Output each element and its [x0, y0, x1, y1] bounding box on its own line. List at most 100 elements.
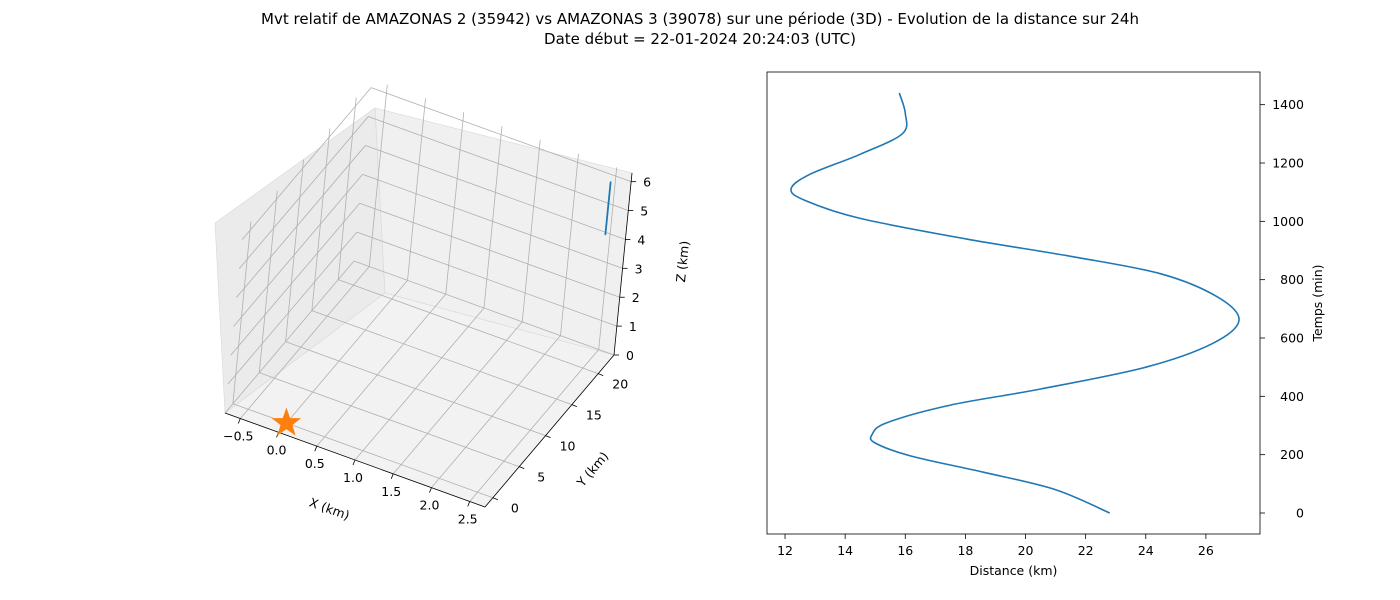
x-ticks: 12 14 16 18 20 22 24 26 [777, 534, 1214, 558]
x-tick-mark [429, 487, 432, 493]
z-gridline [241, 87, 372, 240]
x-gridline [469, 349, 600, 502]
x-tick-label: 2.0 [420, 498, 440, 513]
x-gridline [278, 280, 408, 433]
x-tick-mark [352, 459, 356, 466]
y-tick-label: 10 [560, 439, 576, 454]
x-tick-label: 1.5 [381, 484, 401, 499]
x-gridline [316, 293, 447, 447]
y-tick-label: 20 [612, 377, 628, 392]
x-tick-label: 12 [777, 543, 793, 558]
x-tick-mark [237, 418, 241, 424]
z-gridline [362, 173, 623, 269]
x-tick-label: 22 [1078, 543, 1094, 558]
y-tick-mark [545, 435, 551, 439]
z-tick-label: 0 [626, 348, 634, 363]
distance-curve [790, 92, 1240, 514]
x-tick-label: 18 [957, 543, 973, 558]
x-tick-label: 2.5 [458, 511, 478, 526]
z-gridline [230, 202, 361, 356]
z-gridline [359, 202, 620, 298]
y-tick-label: 1400 [1272, 97, 1304, 112]
z-gridline [236, 145, 366, 298]
y-tick-mark [598, 373, 604, 376]
x-tick-label: −0.5 [223, 429, 253, 444]
y-axis-label: Y (km) [573, 449, 611, 491]
star-marker [271, 407, 302, 436]
x-tick-label: 0.5 [305, 456, 325, 471]
y-tick-label: 200 [1280, 447, 1304, 462]
x-gridline [560, 153, 579, 336]
z-gridline [353, 260, 615, 356]
y-tick-label: 1000 [1272, 214, 1304, 229]
x-tick-mark [314, 446, 318, 452]
x-gridline [392, 321, 523, 475]
z-gridline [224, 260, 355, 414]
y-tick-label: 0 [511, 501, 519, 516]
x-gridline [239, 266, 370, 419]
x-tick-label: 0.0 [267, 442, 287, 457]
x-tick-mark [467, 501, 471, 507]
y-tick-label: 400 [1280, 389, 1304, 404]
z-gridline [371, 87, 632, 183]
z-axis-label: Z (km) [673, 240, 692, 283]
x-tick-label: 1.0 [343, 470, 363, 485]
x-tick-label: 26 [1198, 543, 1214, 558]
y-gridline [232, 221, 252, 404]
z-tick-label: 3 [635, 261, 643, 276]
z-gridline [368, 116, 629, 211]
z-gridline [356, 231, 617, 327]
x-gridline [521, 139, 541, 322]
x-tick-label: 14 [837, 543, 853, 558]
y-tick-label: 1200 [1272, 156, 1304, 171]
x-gridline [445, 112, 465, 295]
figure-title: Mvt relatif de AMAZONAS 2 (35942) vs AMA… [261, 10, 1139, 28]
y-axis-label: Temps (min) [1310, 264, 1325, 342]
y-tick-mark [519, 466, 525, 470]
x-gridline [598, 167, 618, 350]
z-tick-label: 2 [632, 290, 640, 305]
plot-frame [766, 71, 1261, 535]
x-tick-label: 24 [1138, 543, 1154, 558]
y-tick-mark [571, 404, 578, 408]
series-2d [790, 92, 1240, 514]
y-tick-label: 0 [1296, 506, 1304, 521]
z-tick-label: 5 [640, 204, 648, 219]
x-tick-label: 20 [1018, 543, 1034, 558]
y-tick-label: 600 [1280, 331, 1304, 346]
grid-3d [224, 84, 632, 502]
z-gridline [233, 174, 363, 327]
x-gridline [407, 98, 426, 281]
y-gridline [285, 159, 304, 342]
z-gridline [365, 145, 626, 240]
chart-distance-time: 12 14 16 18 20 22 24 26 0 200 400 600 800 1000 1200 14… [766, 71, 1325, 578]
x-ticks: −0.5 0.0 0.5 1.0 1.5 2.0 2.5 [223, 418, 478, 526]
x-axis-label: X (km) [307, 495, 351, 523]
z-tick-label: 6 [643, 175, 651, 190]
y-tick-label: 15 [586, 408, 602, 423]
y-gridline [311, 310, 573, 406]
series-3d [271, 181, 612, 436]
x-gridline [368, 84, 388, 267]
y-ticks: 0 5 10 15 20 [492, 373, 628, 516]
y-axis-line [484, 354, 615, 508]
y-gridline [338, 279, 599, 374]
figure-subtitle: Date début = 22-01-2024 20:24:03 (UTC) [544, 30, 856, 48]
z-gridline [238, 116, 369, 269]
y-ticks: 0 200 400 600 800 1000 1200 1400 [1260, 97, 1304, 521]
z-tick-label: 1 [629, 319, 637, 334]
x-tick-mark [390, 473, 394, 479]
x-gridline [431, 335, 561, 488]
y-gridline [337, 97, 357, 280]
y-gridline [258, 190, 278, 373]
y-tick-label: 5 [537, 470, 545, 485]
y-gridline [285, 341, 546, 437]
z-axis-line [613, 172, 633, 356]
y-gridline [259, 372, 520, 468]
x-gridline [354, 307, 485, 461]
y-gridline [311, 128, 331, 311]
x-axis-label: Distance (km) [970, 563, 1058, 578]
z-ticks: 0 1 2 3 4 5 6 [614, 175, 651, 363]
